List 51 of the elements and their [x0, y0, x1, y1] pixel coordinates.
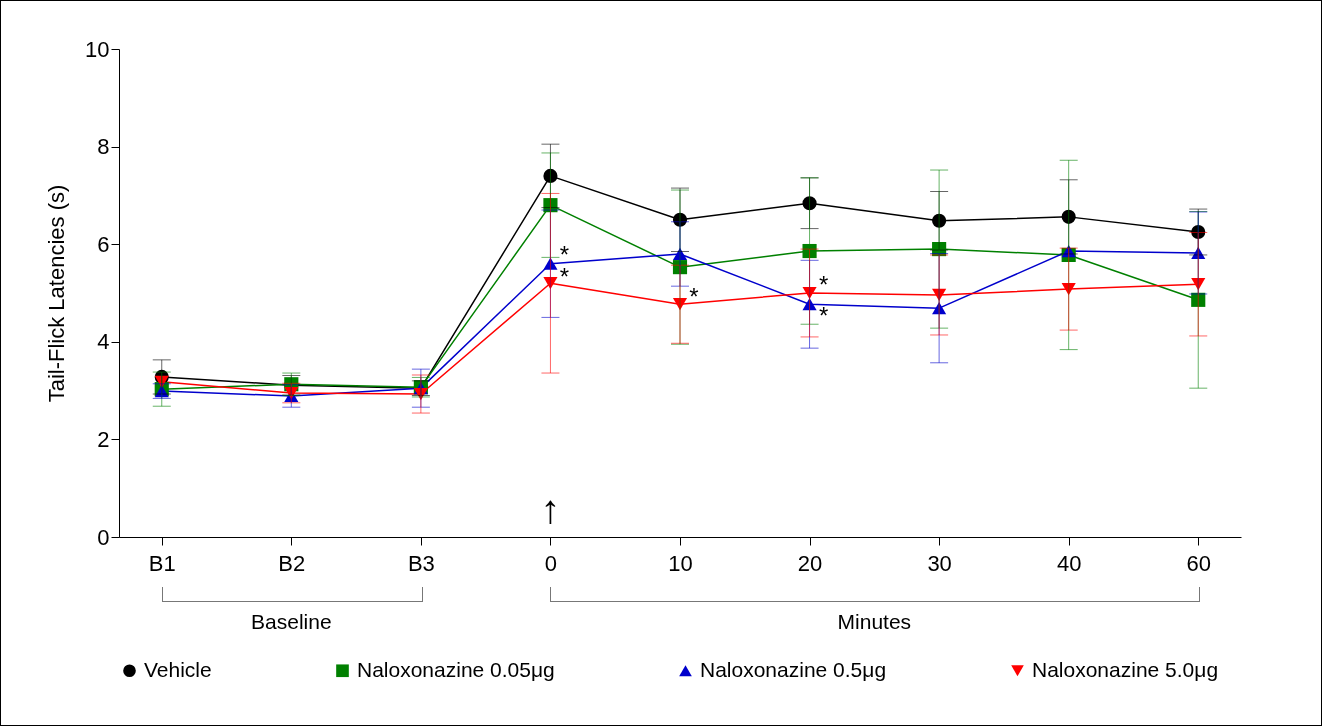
x-tick-label: 40 [1056, 550, 1082, 576]
text: Minutes [837, 610, 912, 634]
point [543, 198, 558, 213]
point [543, 277, 558, 290]
y-tick-label: 4 [97, 329, 110, 355]
legend-label: Vehicle [144, 657, 212, 681]
point [1191, 292, 1206, 307]
point [1191, 246, 1206, 260]
point [1061, 244, 1076, 258]
point [932, 288, 947, 302]
point [802, 286, 817, 300]
point [932, 213, 947, 228]
x-tick-label: B3 [407, 550, 435, 576]
x-tick-label: 60 [1186, 550, 1211, 576]
text: Baseline [251, 610, 332, 634]
point [932, 302, 947, 315]
y-axis-title: Tail-Flick Latencies (s) [44, 184, 70, 403]
y-tick-label: 10 [85, 36, 110, 62]
y-tick-label: 2 [97, 426, 110, 452]
annotation: ↑ [540, 487, 561, 532]
point [672, 247, 688, 261]
point [672, 260, 688, 275]
x-tick-label: B2 [278, 550, 306, 576]
point [543, 168, 558, 183]
annotation: * [818, 302, 829, 330]
x-tick-label: B1 [148, 550, 176, 576]
x-tick-label: 20 [797, 550, 823, 576]
point [672, 212, 688, 227]
point [1191, 278, 1206, 291]
annotation: * [689, 282, 699, 310]
x-tick-label: 10 [668, 550, 693, 576]
x-tick-label: 30 [927, 550, 952, 576]
point [1061, 209, 1076, 224]
point [802, 243, 817, 259]
y-tick-label: 0 [97, 524, 110, 550]
point [802, 196, 817, 211]
y-tick-label: 6 [97, 231, 110, 257]
point [672, 298, 688, 311]
legend-label: Naloxonazine 5.0μg [1032, 657, 1219, 681]
legend-label: Naloxonazine 0.05μg [357, 657, 555, 681]
point [154, 375, 169, 388]
point [932, 242, 947, 257]
point [413, 387, 428, 401]
point [543, 257, 558, 270]
point [1191, 224, 1206, 240]
point [802, 298, 817, 311]
legend-label: Naloxonazine 0.5μg [700, 657, 887, 681]
y-tick-label: 8 [97, 134, 110, 160]
annotation: * [818, 270, 829, 298]
x-tick-label: 0 [544, 550, 558, 576]
point [1061, 282, 1076, 296]
